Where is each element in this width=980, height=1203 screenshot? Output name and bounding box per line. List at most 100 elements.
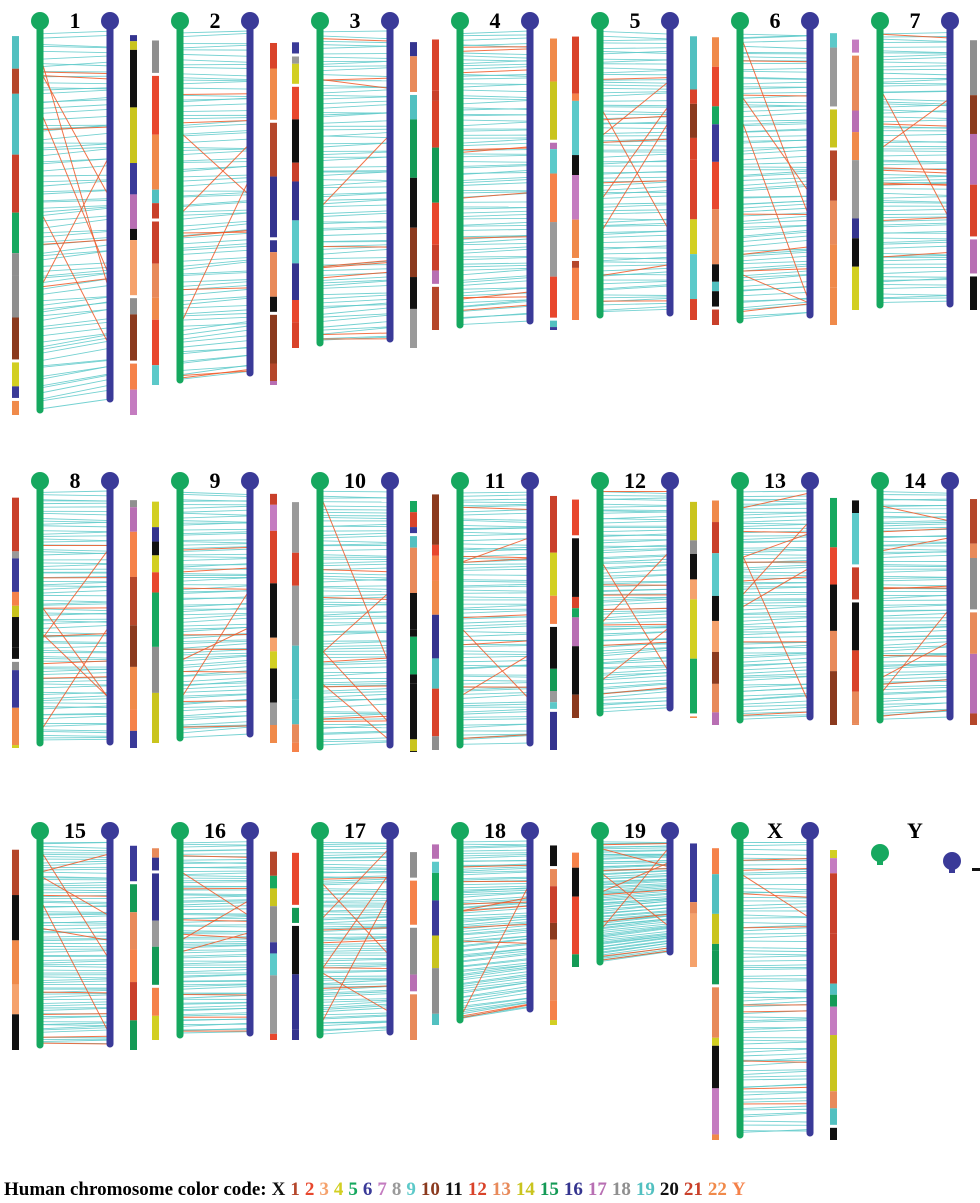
link bbox=[599, 296, 671, 299]
link bbox=[39, 230, 111, 238]
link bbox=[599, 261, 671, 264]
link bbox=[39, 642, 111, 645]
link bbox=[179, 77, 251, 80]
link bbox=[179, 945, 251, 949]
link bbox=[39, 1029, 111, 1033]
link bbox=[179, 694, 251, 699]
link bbox=[459, 997, 531, 1009]
link bbox=[319, 925, 391, 928]
link bbox=[39, 889, 111, 892]
link bbox=[459, 182, 531, 186]
link bbox=[459, 959, 531, 968]
link bbox=[599, 625, 671, 628]
inverted-link bbox=[459, 537, 531, 564]
link bbox=[739, 704, 811, 707]
link bbox=[179, 245, 251, 251]
inverted-link bbox=[39, 632, 111, 637]
color-strip bbox=[830, 1108, 837, 1125]
color-strip bbox=[572, 100, 579, 156]
color-strip bbox=[550, 702, 557, 709]
color-strip bbox=[712, 281, 719, 292]
color-strip bbox=[12, 212, 19, 254]
blue-head bbox=[241, 12, 259, 30]
link bbox=[319, 232, 391, 237]
link bbox=[459, 889, 531, 894]
color-strip bbox=[830, 547, 837, 585]
panel-label: 2 bbox=[210, 8, 221, 33]
inverted-link bbox=[179, 287, 251, 291]
link bbox=[39, 384, 111, 400]
link bbox=[459, 210, 531, 214]
link bbox=[459, 55, 531, 59]
link bbox=[179, 895, 251, 899]
link bbox=[39, 683, 111, 686]
blue-head bbox=[521, 472, 539, 490]
link bbox=[39, 603, 111, 606]
link bbox=[599, 700, 671, 706]
link bbox=[879, 276, 951, 278]
color-strip bbox=[12, 400, 19, 415]
link bbox=[39, 494, 111, 497]
link bbox=[599, 597, 671, 602]
link bbox=[39, 589, 111, 594]
link bbox=[179, 853, 251, 855]
color-strip bbox=[712, 913, 719, 944]
link bbox=[739, 172, 811, 178]
link bbox=[459, 650, 531, 653]
color-strip bbox=[830, 584, 837, 631]
inverted-link bbox=[879, 528, 951, 533]
link bbox=[599, 682, 671, 689]
link bbox=[739, 653, 811, 659]
link bbox=[39, 43, 111, 48]
color-strip bbox=[292, 56, 299, 64]
chromosome-panel: 7 bbox=[852, 8, 977, 310]
link bbox=[599, 861, 671, 865]
color-strip bbox=[152, 501, 159, 528]
link bbox=[879, 101, 951, 105]
link bbox=[459, 527, 531, 531]
color-strip bbox=[410, 739, 417, 752]
link bbox=[739, 601, 811, 604]
color-strip bbox=[130, 298, 137, 315]
link bbox=[319, 983, 391, 986]
link bbox=[599, 588, 671, 593]
link bbox=[179, 120, 251, 126]
link bbox=[879, 554, 951, 558]
inverted-link bbox=[459, 1003, 531, 1017]
link bbox=[599, 900, 671, 909]
link bbox=[179, 954, 251, 957]
color-strip bbox=[152, 692, 159, 743]
link bbox=[739, 968, 811, 971]
link bbox=[179, 886, 251, 888]
color-strip bbox=[12, 1014, 19, 1050]
link bbox=[39, 927, 111, 931]
green-head bbox=[311, 472, 329, 490]
link bbox=[459, 971, 531, 981]
color-strip bbox=[970, 133, 977, 185]
color-strip bbox=[830, 1006, 837, 1036]
link bbox=[39, 61, 111, 68]
link bbox=[739, 673, 811, 677]
color-strip bbox=[152, 857, 159, 871]
chromosome-panel: 11 bbox=[432, 468, 557, 750]
link bbox=[459, 518, 531, 521]
link bbox=[739, 613, 811, 615]
link bbox=[459, 1000, 531, 1011]
link bbox=[319, 730, 391, 734]
link bbox=[459, 915, 531, 923]
link bbox=[599, 927, 671, 938]
link bbox=[179, 612, 251, 616]
link bbox=[459, 504, 531, 508]
link bbox=[319, 900, 391, 902]
inverted-link bbox=[459, 1004, 531, 1019]
link bbox=[739, 1112, 811, 1118]
link bbox=[39, 1022, 111, 1025]
link bbox=[459, 921, 531, 928]
inverted-link bbox=[459, 192, 531, 199]
link bbox=[739, 996, 811, 999]
link bbox=[599, 91, 671, 94]
link bbox=[179, 849, 251, 852]
inverted-link bbox=[879, 641, 951, 679]
blue-head bbox=[101, 472, 119, 490]
inverted-link bbox=[39, 927, 111, 942]
